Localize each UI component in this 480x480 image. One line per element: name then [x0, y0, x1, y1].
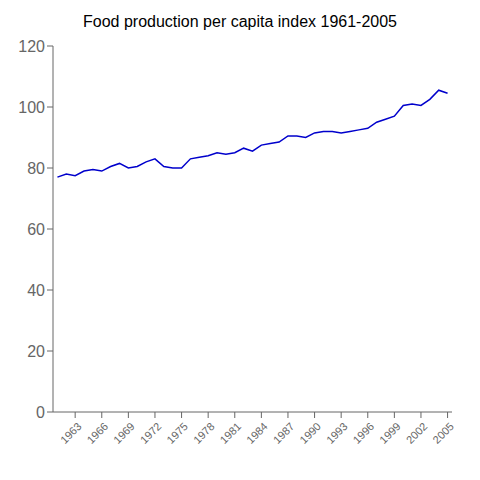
svg-text:100: 100 [18, 99, 45, 116]
svg-text:1963: 1963 [58, 420, 84, 446]
svg-text:80: 80 [27, 160, 45, 177]
svg-text:40: 40 [27, 282, 45, 299]
svg-text:0: 0 [36, 404, 45, 421]
svg-text:1984: 1984 [244, 420, 270, 446]
svg-text:120: 120 [18, 38, 45, 55]
svg-text:1975: 1975 [164, 420, 190, 446]
svg-text:1987: 1987 [271, 420, 297, 446]
svg-text:1996: 1996 [350, 420, 376, 446]
svg-text:60: 60 [27, 221, 45, 238]
svg-text:2005: 2005 [430, 420, 456, 446]
svg-text:1972: 1972 [138, 420, 164, 446]
svg-text:1969: 1969 [111, 420, 137, 446]
svg-text:1990: 1990 [297, 420, 323, 446]
svg-text:1966: 1966 [84, 420, 110, 446]
html-text:Food production per capita ind: Food production per capita index 1961-20… [83, 13, 397, 30]
svg-text:2002: 2002 [404, 420, 430, 446]
svg-text:1981: 1981 [217, 420, 243, 446]
svg-text:1978: 1978 [191, 420, 217, 446]
svg-text:20: 20 [27, 343, 45, 360]
svg-text:1999: 1999 [377, 420, 403, 446]
svg-text:1993: 1993 [324, 420, 350, 446]
